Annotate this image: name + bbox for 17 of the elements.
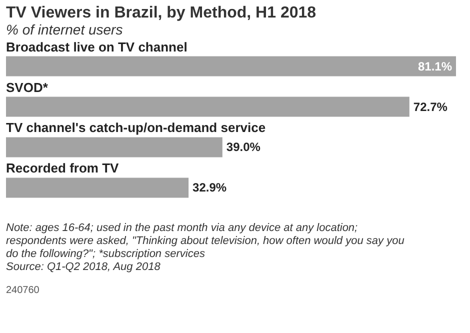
y-tick-label: SVOD*: [6, 80, 49, 95]
chart-title: TV Viewers in Brazil, by Method, H1 2018: [6, 4, 316, 22]
y-tick-label: TV channel's catch-up/on-demand service: [6, 120, 266, 136]
bar: [6, 178, 189, 198]
data-label: 72.7%: [413, 100, 448, 114]
data-label: 39.0%: [226, 140, 261, 154]
text: Note: ages 16-64; used in the past month via any device at any location; respondents were asked, "Thinking about television, how often would you say you do the following?"; *subscription services: [6, 222, 404, 260]
data-label: 32.9%: [192, 180, 227, 195]
y-tick-label: Recorded from TV: [6, 160, 120, 176]
bar: [6, 96, 410, 117]
chart-subtitle: % of internet users: [6, 21, 123, 38]
text: 240760: [6, 285, 40, 296]
data-label: 81.1%: [418, 59, 452, 74]
source-note: Source: Q1-Q2 2018, Aug 2018: [6, 261, 162, 273]
bar: [6, 56, 456, 76]
y-tick-label: Broadcast live on TV channel: [6, 39, 188, 54]
bar: [6, 137, 222, 158]
